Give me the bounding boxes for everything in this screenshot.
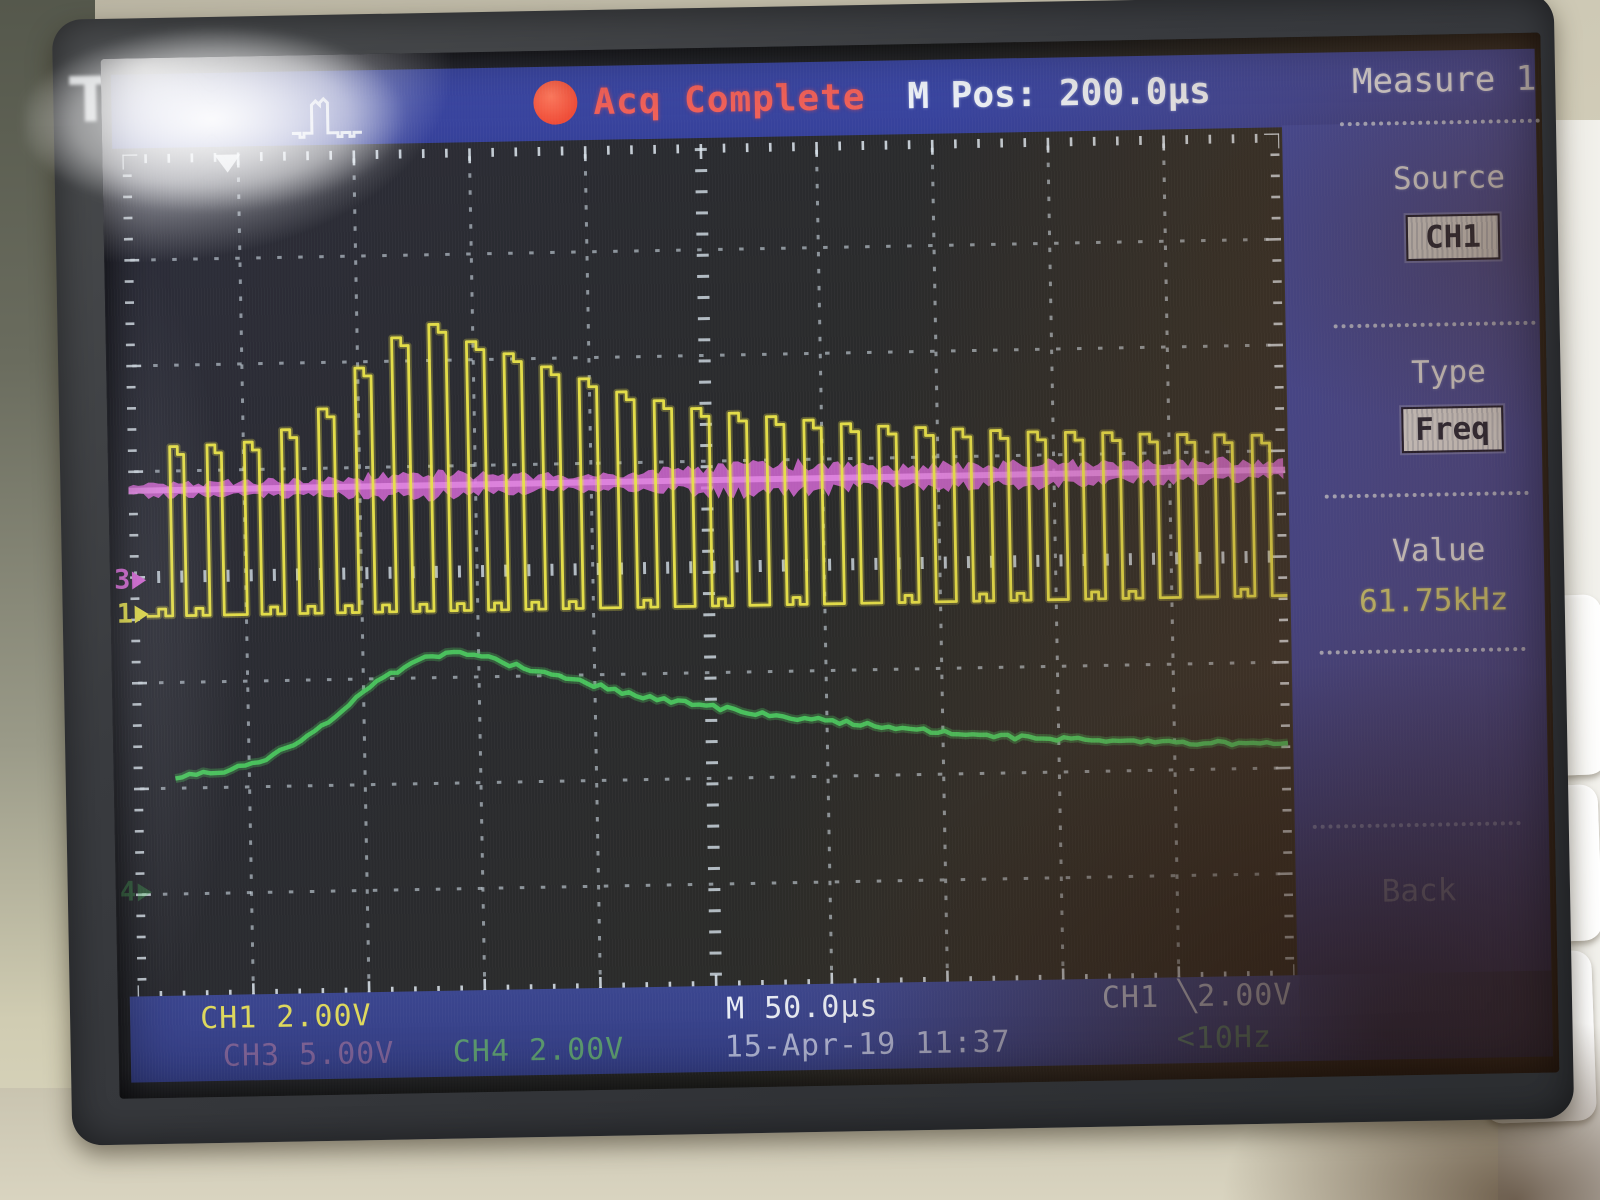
ch4-scale-readout: CH4 2.00V [452, 1031, 625, 1070]
horizontal-position-readout: M Pos: 200.0µs [906, 70, 1212, 118]
ch3-ground-marker[interactable]: 3 [114, 564, 147, 596]
trigger-frequency-readout: <10Hz [1176, 1019, 1273, 1057]
ch1-marker-label: 1 [116, 598, 134, 630]
value-label: Value [1391, 531, 1486, 570]
menu-title: Measure 1 [1351, 58, 1537, 103]
oscilloscope-bezel: Tek Acq Complete M Pos: 200.0µs 3 1 [21, 0, 1575, 1146]
oscilloscope-screen: Acq Complete M Pos: 200.0µs 3 1 4 Measur… [100, 32, 1560, 1099]
source-value-button[interactable]: CH1 [1405, 213, 1501, 262]
ch3-scale-readout: CH3 5.00V [222, 1035, 395, 1074]
acquisition-status-text: Acq Complete [593, 76, 866, 123]
ch1-ground-marker[interactable]: 1 [116, 598, 150, 630]
trigger-source-readout: CH1 ╲2.00V [1101, 977, 1293, 1016]
ch3-marker-label: 3 [113, 564, 131, 596]
type-value-button[interactable]: Freq [1401, 405, 1504, 454]
trigger-position-marker[interactable] [214, 154, 241, 173]
ch4-ground-marker[interactable]: 4 [120, 876, 153, 908]
ch3-marker-arrow-icon [132, 570, 147, 589]
type-label: Type [1410, 353, 1487, 392]
source-label: Source [1392, 159, 1506, 198]
ch4-marker-arrow-icon [137, 882, 153, 901]
trigger-pulse-icon [291, 96, 362, 139]
ch1-scale-readout: CH1 2.00V [199, 998, 372, 1037]
datetime-readout: 15-Apr-19 11:37 [724, 1024, 1011, 1065]
ch4-marker-label: 4 [119, 876, 137, 908]
back-button[interactable]: Back [1381, 872, 1457, 910]
waveform-display [122, 133, 1295, 1001]
readout-bar-shaded [1299, 970, 1554, 1062]
timebase-readout: M 50.0µs [725, 988, 879, 1027]
ch1-marker-arrow-icon [134, 604, 150, 623]
measured-value: 61.75kHz [1358, 581, 1509, 620]
